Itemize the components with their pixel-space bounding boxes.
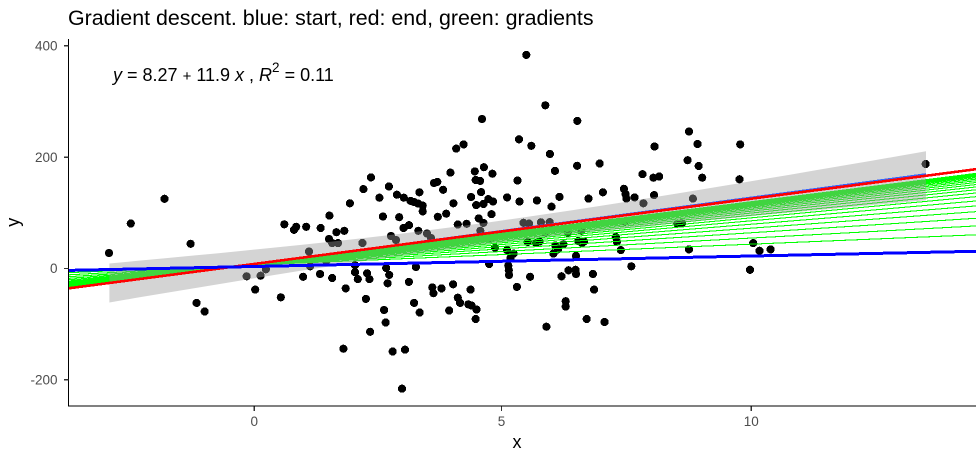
svg-text:0: 0 — [251, 414, 259, 429]
svg-text:x: x — [513, 432, 522, 452]
svg-text:400: 400 — [35, 39, 58, 54]
svg-text:0: 0 — [50, 261, 58, 276]
svg-text:y: y — [3, 218, 23, 227]
svg-text:5: 5 — [498, 414, 506, 429]
svg-text:Gradient descent. blue: start,: Gradient descent. blue: start, red: end,… — [68, 6, 594, 30]
svg-text:y = 8.27 + 11.9 x , R2 = 0.11: y = 8.27 + 11.9 x , R2 = 0.11 — [111, 60, 334, 85]
svg-text:-200: -200 — [30, 373, 57, 388]
svg-text:10: 10 — [744, 414, 759, 429]
svg-text:200: 200 — [35, 150, 58, 165]
